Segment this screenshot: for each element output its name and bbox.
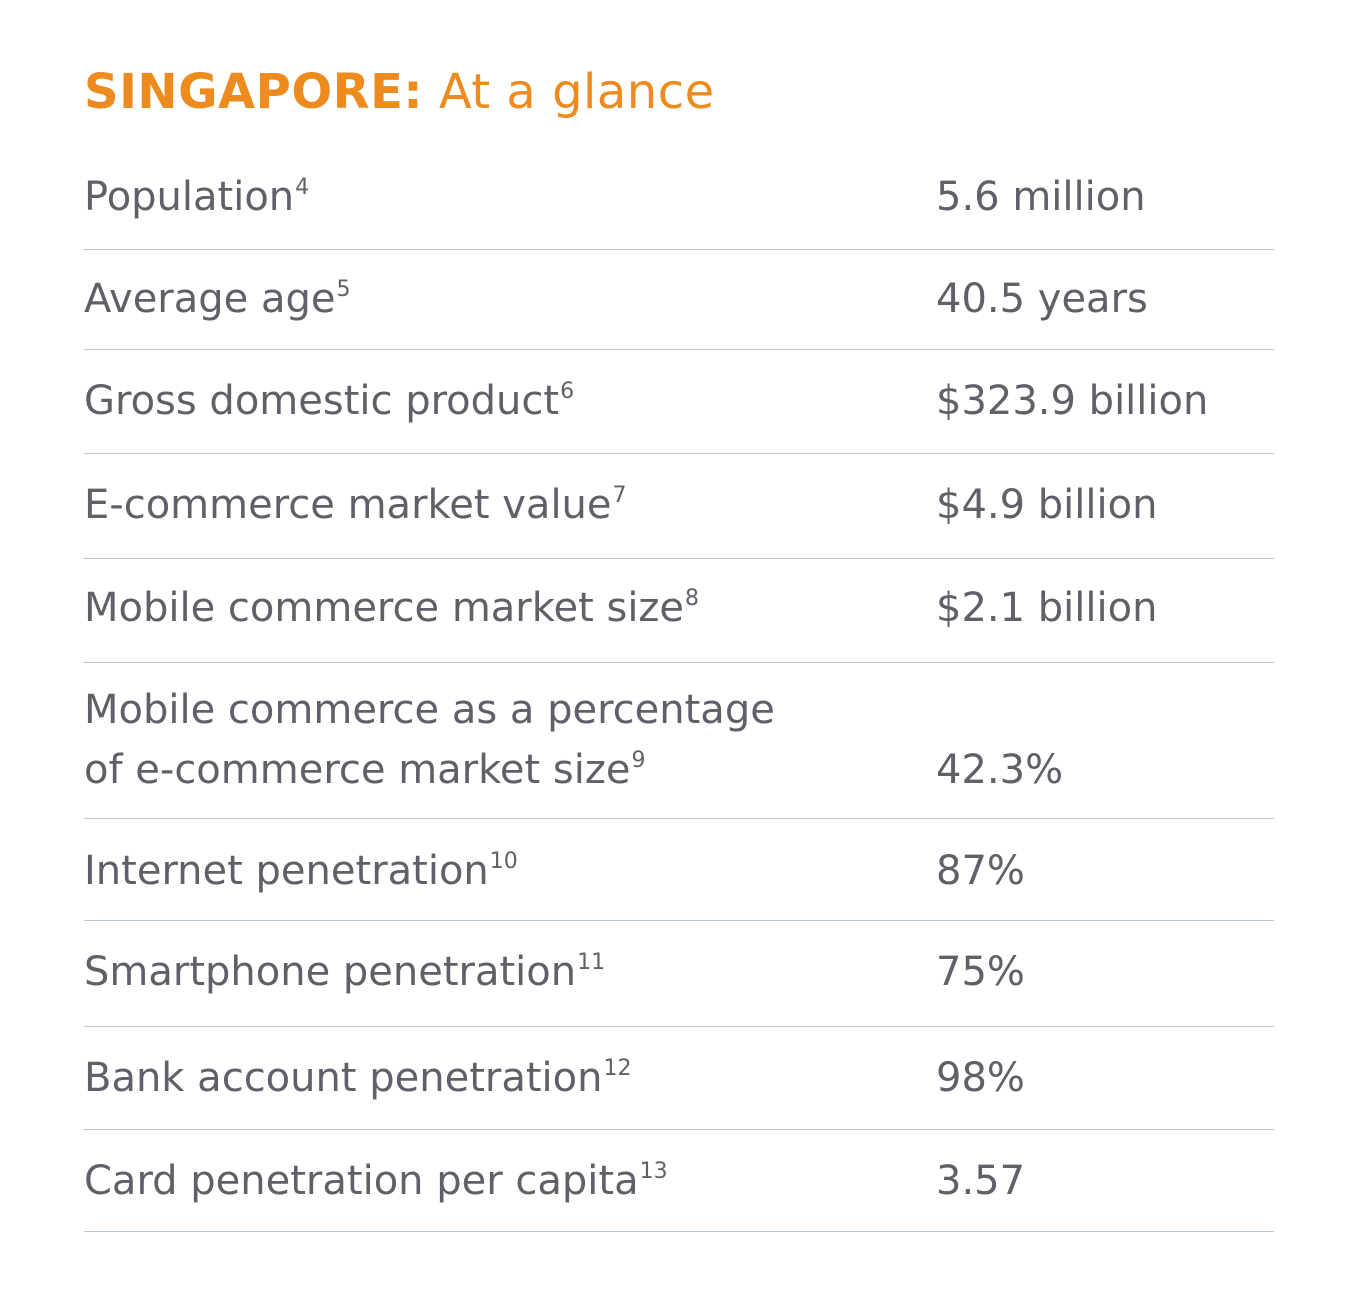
title-country: SINGAPORE: bbox=[84, 64, 424, 120]
footnote-ref: 10 bbox=[489, 849, 518, 874]
stat-value: 5.6 million bbox=[936, 174, 1146, 220]
stat-row-smartphone-penetration: Smartphone penetration11 75% bbox=[84, 921, 1274, 1027]
stat-label: Mobile commerce market size8 bbox=[84, 585, 700, 631]
stat-row-bank-account-penetration: Bank account penetration12 98% bbox=[84, 1027, 1274, 1130]
stat-row-ecommerce-value: E-commerce market value7 $4.9 billion bbox=[84, 454, 1274, 559]
stat-row-average-age: Average age5 40.5 years bbox=[84, 250, 1274, 350]
footnote-ref: 8 bbox=[685, 586, 700, 611]
page-title: SINGAPORE: At a glance bbox=[84, 56, 715, 128]
stat-label: Population4 bbox=[84, 174, 310, 220]
stat-label: Average age5 bbox=[84, 276, 351, 322]
title-subtitle: At a glance bbox=[438, 64, 715, 120]
stat-row-card-penetration: Card penetration per capita13 3.57 bbox=[84, 1130, 1274, 1232]
stat-value: $2.1 billion bbox=[936, 585, 1158, 631]
stat-label: Internet penetration10 bbox=[84, 848, 518, 894]
stat-label: Gross domestic product6 bbox=[84, 378, 575, 424]
stat-row-internet-penetration: Internet penetration10 87% bbox=[84, 819, 1274, 921]
footnote-ref: 13 bbox=[639, 1159, 668, 1184]
stat-label-line1: Mobile commerce as a percentage bbox=[84, 687, 775, 733]
stat-label: Bank account penetration12 bbox=[84, 1055, 632, 1101]
stat-row-gdp: Gross domestic product6 $323.9 billion bbox=[84, 350, 1274, 454]
stat-value: 42.3% bbox=[936, 747, 1064, 793]
footnote-ref: 4 bbox=[295, 175, 310, 200]
stat-value: $4.9 billion bbox=[936, 482, 1158, 528]
footnote-ref: 7 bbox=[612, 483, 627, 508]
footnote-ref: 12 bbox=[603, 1056, 632, 1081]
stat-label: E-commerce market value7 bbox=[84, 482, 627, 528]
stat-value: 40.5 years bbox=[936, 276, 1148, 322]
stat-label: of e-commerce market size9 bbox=[84, 747, 646, 793]
stat-value: 75% bbox=[936, 949, 1025, 995]
footnote-ref: 6 bbox=[560, 379, 575, 404]
stat-label: Smartphone penetration11 bbox=[84, 949, 606, 995]
stat-row-mobile-commerce-size: Mobile commerce market size8 $2.1 billio… bbox=[84, 559, 1274, 663]
stat-value: $323.9 billion bbox=[936, 378, 1209, 424]
stat-label: Card penetration per capita13 bbox=[84, 1158, 668, 1204]
stat-row-population: Population4 5.6 million bbox=[84, 146, 1274, 250]
stat-value: 3.57 bbox=[936, 1158, 1026, 1204]
footnote-ref: 9 bbox=[631, 748, 646, 773]
stat-value: 87% bbox=[936, 848, 1025, 894]
stats-table: Population4 5.6 million Average age5 40.… bbox=[84, 146, 1274, 1232]
footnote-ref: 11 bbox=[577, 950, 606, 975]
footnote-ref: 5 bbox=[336, 277, 351, 302]
stat-row-mobile-commerce-percentage: Mobile commerce as a percentage of e-com… bbox=[84, 663, 1274, 819]
stat-value: 98% bbox=[936, 1055, 1025, 1101]
